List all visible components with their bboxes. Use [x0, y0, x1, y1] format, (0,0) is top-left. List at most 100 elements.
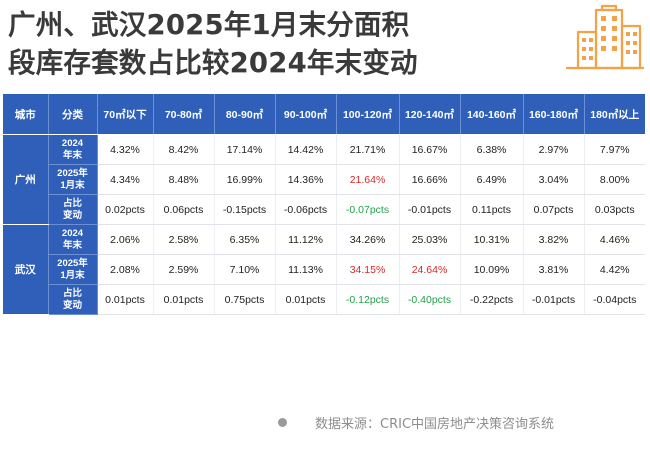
value-cell: -0.15pcts	[214, 194, 276, 225]
row-label-line: 2025年	[57, 257, 88, 269]
column-header: 70-80㎡	[153, 94, 215, 135]
value-cell: 0.01pcts	[275, 284, 337, 315]
value-cell: 2.58%	[153, 224, 215, 255]
source-note: 数据来源：CRIC中国房地产决策咨询系统	[278, 413, 554, 432]
column-header: 70㎡以下	[97, 94, 154, 135]
row-label-line: 变动	[62, 299, 82, 311]
row-label: 2024 年末	[48, 224, 98, 255]
value-cell: 0.01pcts	[97, 284, 154, 315]
value-cell: 24.64%	[399, 254, 461, 285]
column-header: 120-140㎡	[399, 94, 461, 135]
value-cell: 0.01pcts	[153, 284, 215, 315]
value-cell: 10.09%	[460, 254, 524, 285]
column-header: 180㎡以上	[584, 94, 645, 135]
value-cell: 14.36%	[275, 164, 337, 195]
title-line-1: 广州、武汉2025年1月末分面积	[8, 9, 410, 41]
inventory-table: 城市 分类 70㎡以下 70-80㎡ 80-90㎡ 90-100㎡ 100-120㎡ 120-…	[3, 94, 645, 315]
value-cell: 0.75pcts	[214, 284, 276, 315]
value-cell: 2.97%	[523, 134, 585, 165]
value-cell: 8.48%	[153, 164, 215, 195]
value-cell: 14.42%	[275, 134, 337, 165]
table-row: 武汉 2024 年末 2.06% 2.58% 6.35% 11.12% 34.26% 25.03…	[3, 224, 645, 315]
value-cell: 0.07pcts	[523, 194, 585, 225]
column-header: 140-160㎡	[460, 94, 524, 135]
value-cell: 34.26%	[336, 224, 400, 255]
value-cell: 4.46%	[584, 224, 645, 255]
value-cell: 11.12%	[275, 224, 337, 255]
value-cell: -0.06pcts	[275, 194, 337, 225]
column-header: 分类	[48, 94, 98, 135]
value-cell: 11.13%	[275, 254, 337, 285]
value-cell: 17.14%	[214, 134, 276, 165]
title-line-2: 段库存套数占比较2024年末变动	[8, 47, 418, 79]
table-row: 2025年 1月末 4.34% 8.48% 16.99% 14.36% 21.64% 16.6…	[3, 164, 645, 195]
row-label: 占比 变动	[48, 284, 98, 315]
city-cell: 武汉	[3, 224, 49, 315]
row-label-line: 1月末	[60, 269, 85, 281]
row-label-line: 年末	[62, 149, 82, 161]
value-cell: 8.00%	[584, 164, 645, 195]
row-label-line: 2024	[61, 137, 84, 149]
row-label-line: 1月末	[60, 179, 85, 191]
row-label: 占比 变动	[48, 194, 98, 225]
value-cell: 0.02pcts	[97, 194, 154, 225]
row-label-line: 2024	[61, 227, 84, 239]
value-cell: 21.71%	[336, 134, 400, 165]
value-cell: 7.97%	[584, 134, 645, 165]
column-header: 100-120㎡	[336, 94, 400, 135]
row-label-line: 2025年	[57, 167, 88, 179]
table-row: 占比 变动 0.01pcts 0.01pcts 0.75pcts 0.01pcts -0.1…	[3, 284, 645, 315]
value-cell: 0.03pcts	[584, 194, 645, 225]
row-label: 2024 年末	[48, 134, 98, 165]
table-row: 广州 2024 年末 4.32% 8.42% 17.14% 14.42% 21.71% 16.6…	[3, 134, 645, 225]
value-cell: 10.31%	[460, 224, 524, 255]
value-cell: 7.10%	[214, 254, 276, 285]
row-label-line: 占比	[62, 287, 82, 299]
row-label: 2025年 1月末	[48, 164, 98, 195]
value-cell: -0.04pcts	[584, 284, 645, 315]
value-cell: 0.06pcts	[153, 194, 215, 225]
value-cell: 3.82%	[523, 224, 585, 255]
value-cell: -0.07pcts	[336, 194, 400, 225]
value-cell: 3.81%	[523, 254, 585, 285]
column-header: 160-180㎡	[523, 94, 585, 135]
value-cell: 34.15%	[336, 254, 400, 285]
value-cell: 2.08%	[97, 254, 154, 285]
value-cell: 2.06%	[97, 224, 154, 255]
value-cell: 2.59%	[153, 254, 215, 285]
column-header: 80-90㎡	[214, 94, 276, 135]
value-cell: 25.03%	[399, 224, 461, 255]
value-cell: 4.42%	[584, 254, 645, 285]
value-cell: -0.12pcts	[336, 284, 400, 315]
dot-icon	[278, 418, 287, 427]
table-row: 2025年 1月末 2.08% 2.59% 7.10% 11.13% 34.15% 24.64…	[3, 254, 645, 285]
row-label-line: 占比	[62, 197, 82, 209]
value-cell: 16.66%	[399, 164, 461, 195]
building-icon	[566, 4, 644, 70]
value-cell: -0.01pcts	[399, 194, 461, 225]
value-cell: 16.99%	[214, 164, 276, 195]
value-cell: 21.64%	[336, 164, 400, 195]
value-cell: 6.38%	[460, 134, 524, 165]
row-label: 2025年 1月末	[48, 254, 98, 285]
city-cell: 广州	[3, 134, 49, 225]
value-cell: -0.40pcts	[399, 284, 461, 315]
column-header: 90-100㎡	[275, 94, 337, 135]
value-cell: -0.01pcts	[523, 284, 585, 315]
value-cell: 16.67%	[399, 134, 461, 165]
value-cell: 6.35%	[214, 224, 276, 255]
value-cell: 0.11pcts	[460, 194, 524, 225]
column-header: 城市	[3, 94, 49, 135]
value-cell: -0.22pcts	[460, 284, 524, 315]
table-row: 占比 变动 0.02pcts 0.06pcts -0.15pcts -0.06pcts -0…	[3, 194, 645, 225]
page-title: 广州、武汉2025年1月末分面积 段库存套数占比较2024年末变动	[8, 6, 418, 82]
value-cell: 3.04%	[523, 164, 585, 195]
value-cell: 4.32%	[97, 134, 154, 165]
row-label-line: 年末	[62, 239, 82, 251]
value-cell: 8.42%	[153, 134, 215, 165]
value-cell: 6.49%	[460, 164, 524, 195]
value-cell: 4.34%	[97, 164, 154, 195]
table-header-row: 城市 分类 70㎡以下 70-80㎡ 80-90㎡ 90-100㎡ 100-120㎡ 120-…	[3, 94, 645, 135]
row-label-line: 变动	[62, 209, 82, 221]
source-text: 数据来源：CRIC中国房地产决策咨询系统	[315, 417, 555, 432]
